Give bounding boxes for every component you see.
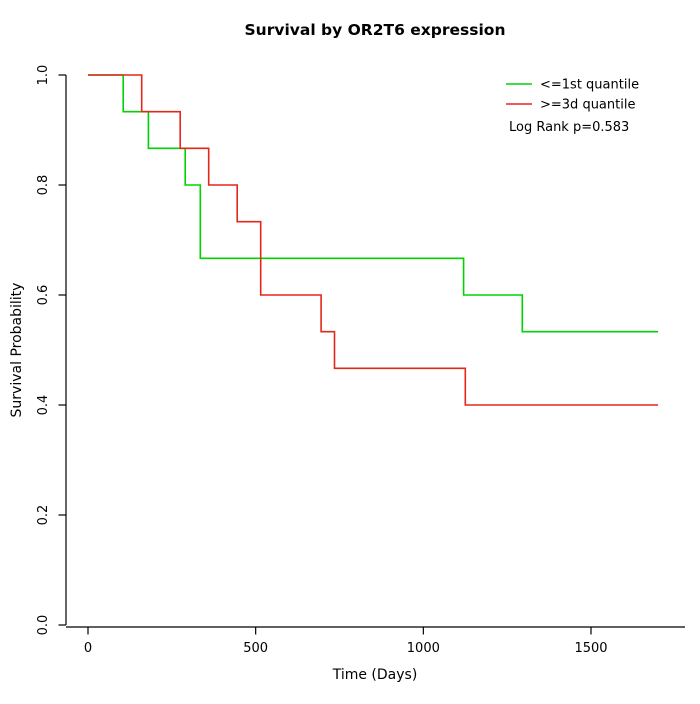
legend-label-green: <=1st quantile <box>540 78 639 93</box>
x-tick-label: 500 <box>243 641 268 656</box>
survival-curve-low <box>88 74 659 333</box>
x-tick-label: 1000 <box>407 641 440 656</box>
x-axis: 0 500 1000 1500 <box>66 626 685 656</box>
y-tick-label: 0.8 <box>36 175 51 196</box>
log-rank-pvalue: Log Rank p=0.583 <box>509 120 629 135</box>
y-tick-label: 0.0 <box>36 615 51 636</box>
y-tick-label: 0.6 <box>36 285 51 306</box>
y-axis-label: Survival Probability <box>9 283 25 418</box>
y-axis: 0.0 0.2 0.4 0.6 0.8 1.0 <box>36 65 67 636</box>
x-tick-label: 0 <box>84 641 92 656</box>
survival-curve-high <box>88 74 659 406</box>
x-axis-label: Time (Days) <box>332 667 418 683</box>
x-tick-label: 1500 <box>574 641 607 656</box>
legend: <=1st quantile >=3d quantile Log Rank p=… <box>506 78 639 135</box>
y-tick-label: 0.2 <box>36 505 51 526</box>
legend-label-red: >=3d quantile <box>540 98 635 113</box>
chart-title: Survival by OR2T6 expression <box>245 21 506 39</box>
survival-curves <box>88 74 659 406</box>
y-tick-label: 0.4 <box>36 395 51 416</box>
y-tick-label: 1.0 <box>36 65 51 86</box>
